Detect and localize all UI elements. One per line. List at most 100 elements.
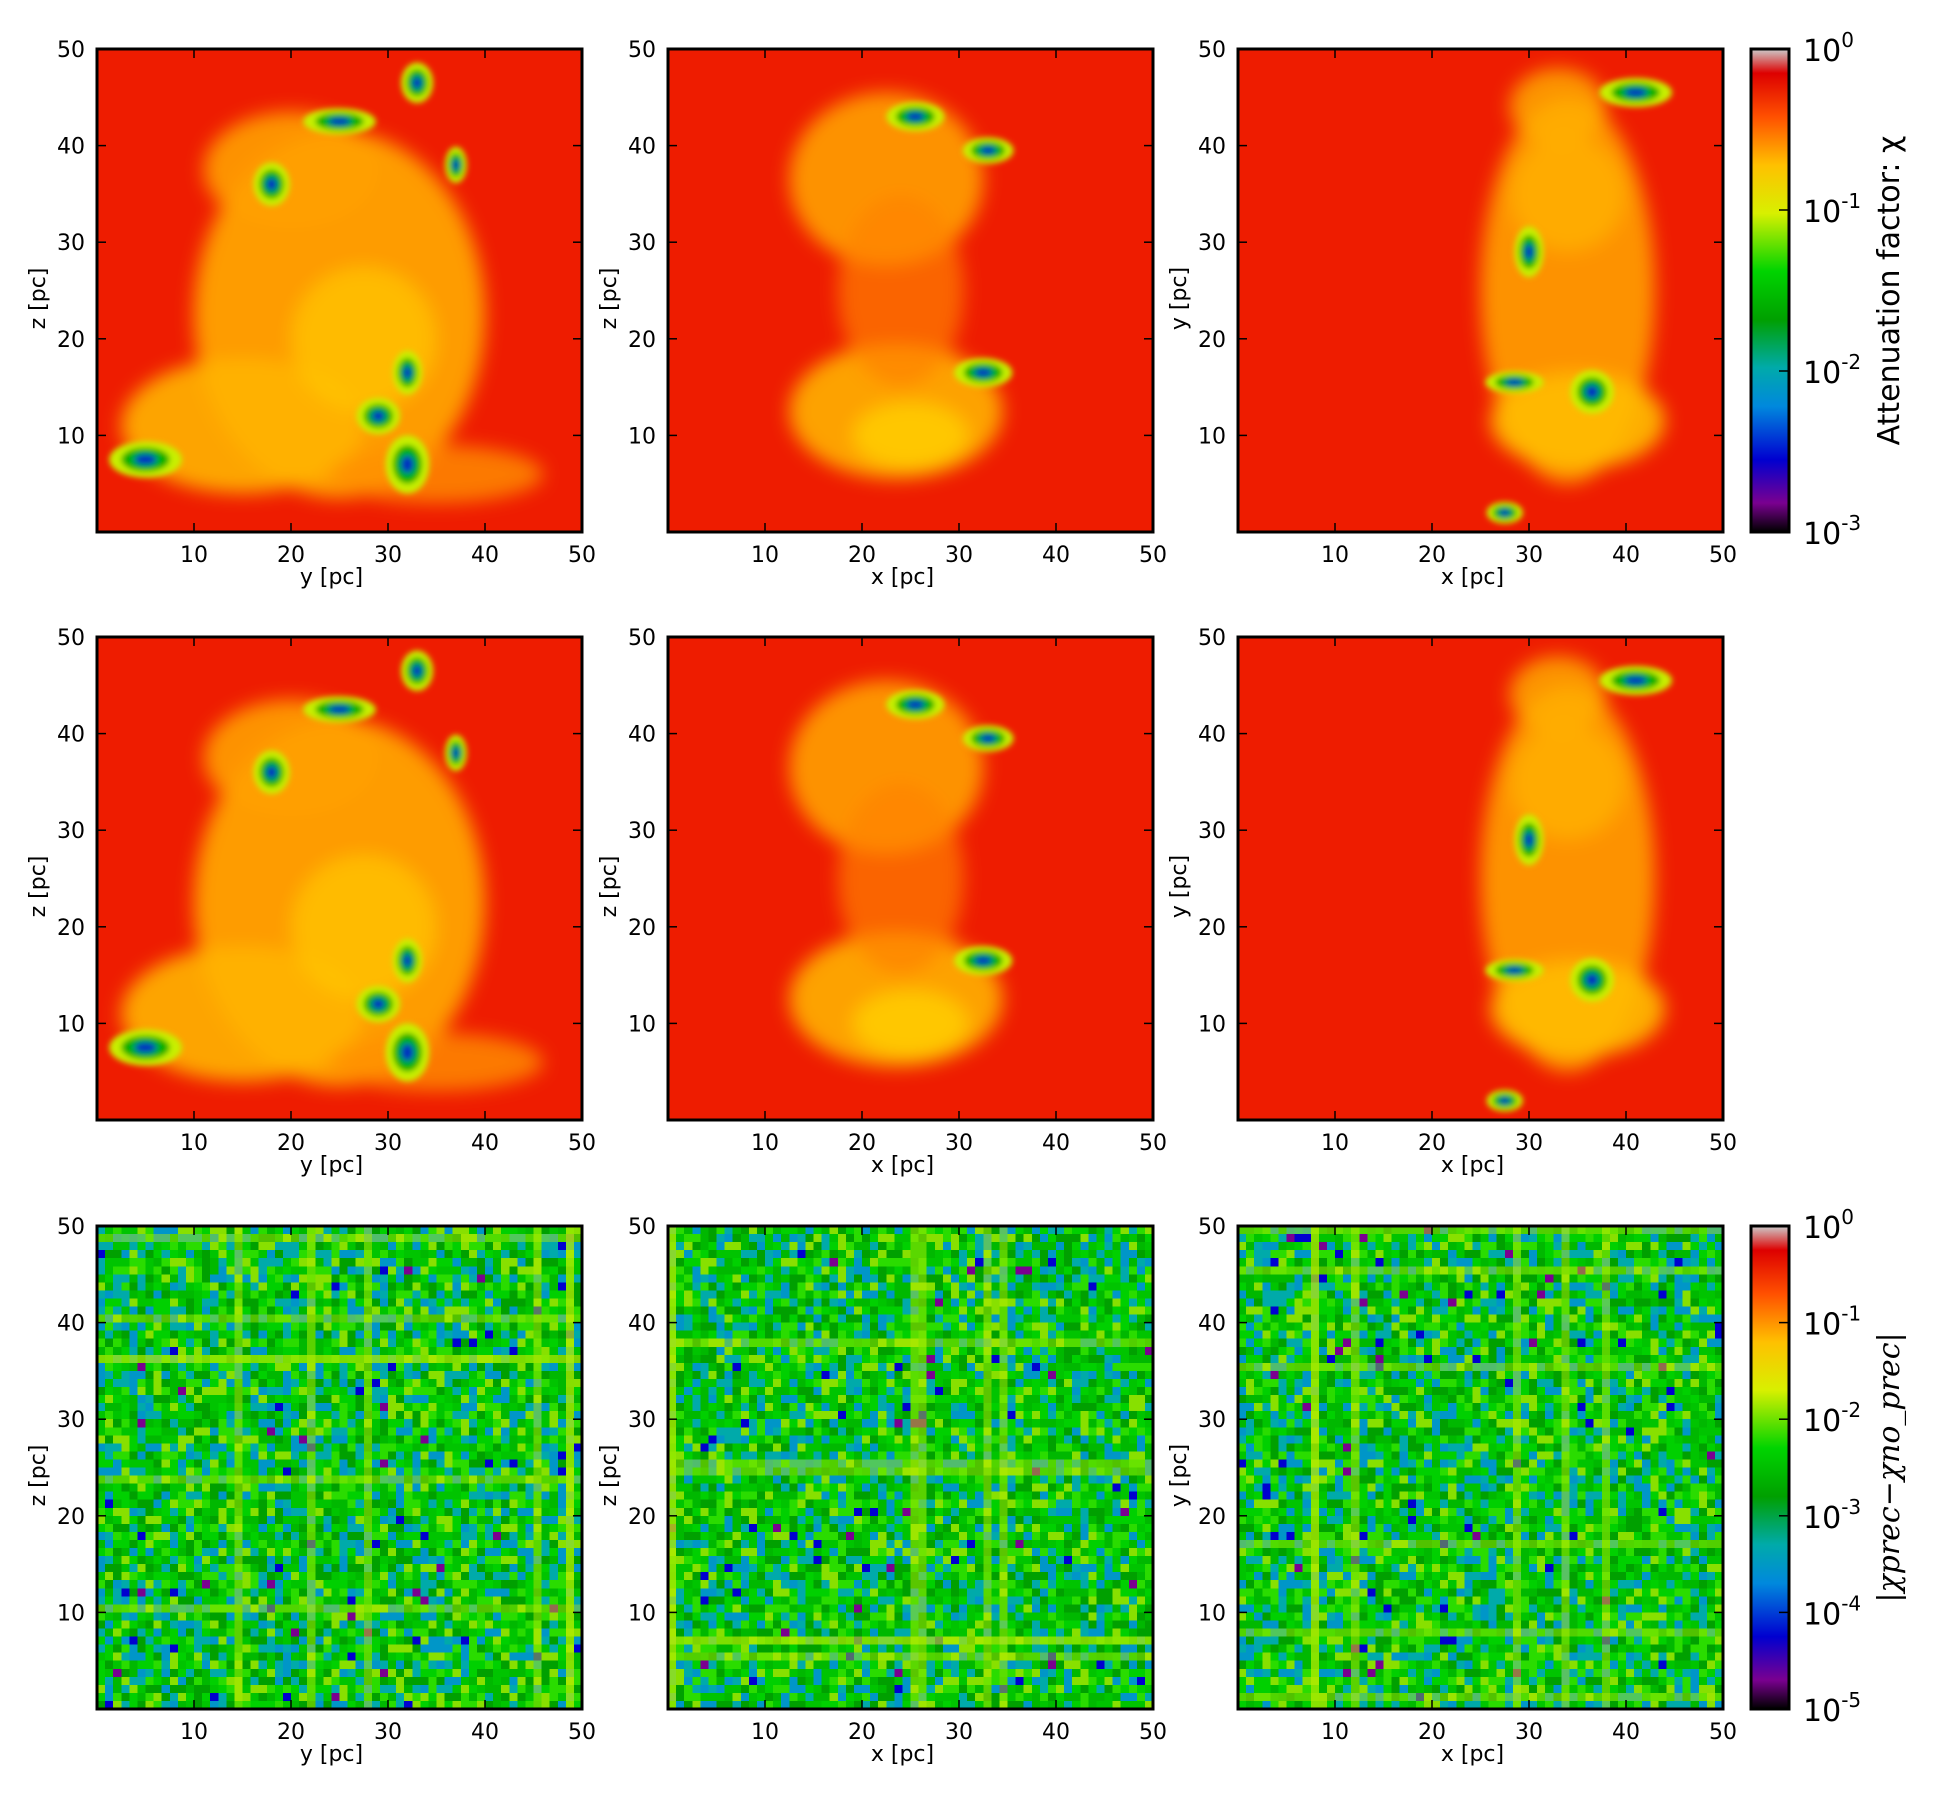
y-tick-label: 40 (1198, 1312, 1226, 1337)
y-axis-label: z [pc] (597, 856, 622, 918)
x-tick-label: 30 (1515, 543, 1543, 568)
x-tick-label: 30 (1515, 1720, 1543, 1745)
colorbar-tick-label: 10-5 (1803, 1688, 1861, 1729)
x-tick-label: 30 (945, 1720, 973, 1745)
x-tick-label: 20 (1418, 1131, 1446, 1156)
x-tick-label: 40 (1612, 1131, 1640, 1156)
x-tick-label: 50 (1139, 1131, 1167, 1156)
x-axis-label: y [pc] (300, 1742, 363, 1767)
x-tick-label: 10 (751, 1131, 779, 1156)
x-tick-label: 50 (568, 543, 596, 568)
y-tick-label: 10 (1198, 424, 1226, 449)
x-tick-label: 20 (1418, 1720, 1446, 1745)
x-axis-label: x [pc] (1441, 1742, 1504, 1767)
plot-frame (666, 635, 1155, 1122)
x-tick-label: 50 (1139, 543, 1167, 568)
x-tick-label: 20 (848, 543, 876, 568)
y-axis-label: y [pc] (1167, 1444, 1192, 1507)
y-tick-label: 10 (57, 1012, 85, 1037)
y-tick-label: 20 (1198, 1505, 1226, 1530)
x-axis-label: x [pc] (871, 565, 934, 590)
y-tick-label: 30 (1198, 231, 1226, 256)
colorbar-tick-label: 10-3 (1803, 511, 1861, 552)
colorbar-tick-label: 100 (1803, 28, 1854, 69)
x-tick-label: 10 (180, 1720, 208, 1745)
plot-frame (95, 1224, 584, 1711)
y-tick-label: 10 (1198, 1601, 1226, 1626)
y-tick-label: 30 (57, 819, 85, 844)
colorbar-frame (1749, 47, 1791, 534)
heatmap-panel-r3-c2: 10 20 30 40 50 10 20 30 40 50 x [pc] z [pc] (597, 1215, 1167, 1767)
heatmap-panel-r1-c3: 10 20 30 40 50 10 20 30 40 50 x [pc] y [pc] (1167, 38, 1737, 590)
x-tick-label: 30 (1515, 1131, 1543, 1156)
colorbar-gradient (1751, 1226, 1789, 1709)
colorbar-frame (1749, 1224, 1791, 1711)
x-tick-label: 20 (277, 1131, 305, 1156)
y-axis-label: z [pc] (26, 1445, 51, 1507)
x-tick-label: 40 (471, 1720, 499, 1745)
y-tick-label: 40 (1198, 135, 1226, 160)
y-axis-label: z [pc] (26, 268, 51, 330)
y-tick-label: 50 (57, 626, 85, 651)
x-tick-label: 40 (471, 543, 499, 568)
colorbar-2: 100 10-1 10-2 10-3 10-4 10-5 |χprec−χno_prec| (1749, 1205, 1907, 1729)
y-axis-label: z [pc] (597, 1445, 622, 1507)
y-tick-label: 50 (628, 1215, 656, 1240)
y-tick-label: 20 (57, 1505, 85, 1530)
plot-frame (666, 1224, 1155, 1711)
y-tick-label: 30 (628, 231, 656, 256)
y-tick-label: 50 (628, 626, 656, 651)
colorbar-tick-label: 100 (1803, 1205, 1854, 1246)
y-axis-label: y [pc] (1167, 267, 1192, 330)
colorbar-gradient (1751, 49, 1789, 532)
heatmap-panel-r2-c3: 10 20 30 40 50 10 20 30 40 50 x [pc] y [pc] (1167, 626, 1737, 1178)
heatmap-panel-r3-c1: 10 20 30 40 50 10 20 30 40 50 y [pc] z [pc] (26, 1215, 596, 1767)
x-tick-label: 50 (1139, 1720, 1167, 1745)
x-axis-label: x [pc] (1441, 565, 1504, 590)
y-tick-label: 50 (1198, 1215, 1226, 1240)
y-tick-label: 40 (628, 1312, 656, 1337)
x-tick-label: 40 (1042, 543, 1070, 568)
y-tick-label: 10 (57, 1601, 85, 1626)
y-tick-label: 30 (1198, 819, 1226, 844)
y-tick-label: 40 (628, 723, 656, 748)
x-tick-label: 20 (277, 543, 305, 568)
heatmap-panel-r1-c1: 10 20 30 40 50 10 20 30 40 50 y [pc] z [pc] (26, 38, 596, 590)
y-axis-label: z [pc] (26, 856, 51, 918)
x-tick-label: 10 (180, 543, 208, 568)
x-tick-label: 30 (374, 1131, 402, 1156)
x-tick-label: 10 (1321, 1720, 1349, 1745)
heatmap-panel-r3-c3: 10 20 30 40 50 10 20 30 40 50 x [pc] y [pc] (1167, 1215, 1737, 1767)
y-tick-label: 30 (628, 819, 656, 844)
y-axis-label: z [pc] (597, 268, 622, 330)
y-tick-label: 40 (1198, 723, 1226, 748)
y-tick-label: 30 (57, 231, 85, 256)
x-tick-label: 40 (1042, 1720, 1070, 1745)
x-tick-label: 30 (945, 543, 973, 568)
colorbar-label: Attenuation factor: χ (1872, 136, 1907, 446)
x-tick-label: 10 (751, 543, 779, 568)
x-tick-label: 40 (471, 1131, 499, 1156)
x-tick-label: 30 (374, 1720, 402, 1745)
x-tick-label: 10 (1321, 543, 1349, 568)
y-tick-label: 10 (628, 424, 656, 449)
x-tick-label: 50 (1709, 1131, 1737, 1156)
colorbar-1: 100 10-1 10-2 10-3 Attenuation factor: χ (1749, 28, 1907, 552)
x-tick-label: 10 (180, 1131, 208, 1156)
x-axis-label: x [pc] (1441, 1153, 1504, 1178)
x-tick-label: 20 (1418, 543, 1446, 568)
x-tick-label: 40 (1612, 543, 1640, 568)
x-tick-label: 20 (277, 1720, 305, 1745)
x-tick-label: 30 (374, 543, 402, 568)
x-axis-label: y [pc] (300, 565, 363, 590)
y-tick-label: 10 (628, 1012, 656, 1037)
y-tick-label: 20 (1198, 916, 1226, 941)
y-tick-label: 20 (57, 916, 85, 941)
colorbar-tick-label: 10-1 (1803, 1302, 1861, 1343)
y-tick-label: 20 (628, 328, 656, 353)
heatmap-panel-r1-c2: 10 20 30 40 50 10 20 30 40 50 x [pc] z [pc] (597, 38, 1167, 590)
y-tick-label: 40 (57, 135, 85, 160)
y-tick-label: 40 (57, 1312, 85, 1337)
colorbar-label: |χprec−χno_prec| (1872, 1332, 1907, 1602)
